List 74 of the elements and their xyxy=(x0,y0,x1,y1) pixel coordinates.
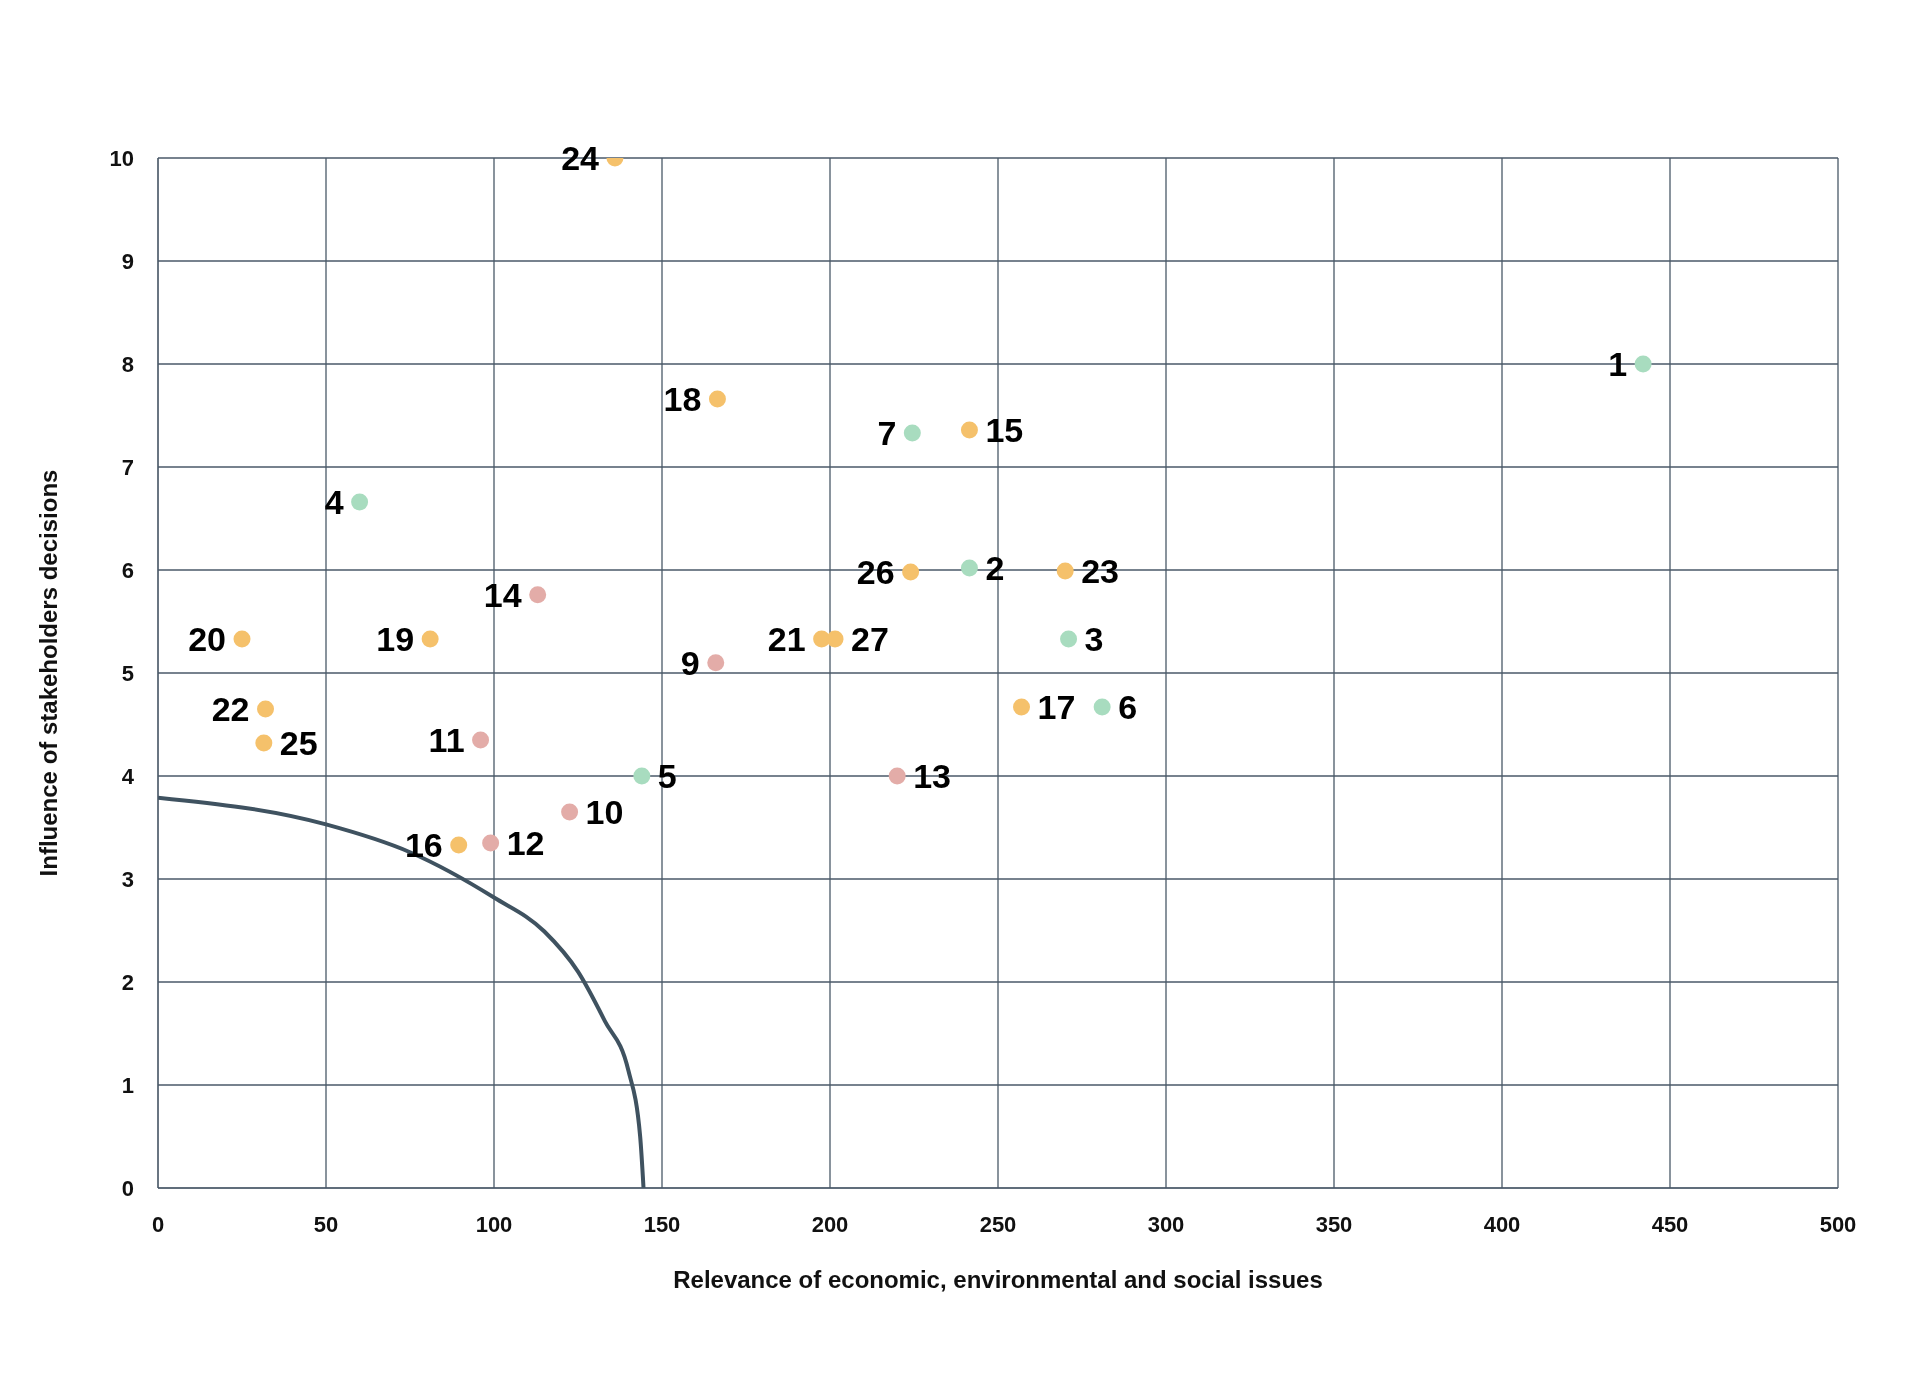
y-tick-label: 4 xyxy=(121,763,135,789)
x-tick-label: 500 xyxy=(1819,1211,1857,1237)
x-tick-label: 0 xyxy=(151,1211,165,1237)
y-tick-label: 9 xyxy=(121,248,134,274)
point xyxy=(472,731,490,749)
point xyxy=(707,654,725,672)
x-tick-label: 350 xyxy=(1315,1211,1353,1237)
point xyxy=(482,834,500,852)
point xyxy=(1093,698,1111,716)
x-tick-label: 50 xyxy=(313,1211,339,1237)
point xyxy=(888,767,906,785)
x-tick-label: 250 xyxy=(979,1211,1017,1237)
annotation: 24 xyxy=(561,139,600,178)
y-tick-label: 10 xyxy=(109,145,134,171)
y-tick-label: 0 xyxy=(121,1175,134,1201)
point xyxy=(450,836,468,854)
annotation: 25 xyxy=(279,724,318,763)
annotation: 13 xyxy=(913,757,952,796)
y-tick-label: 8 xyxy=(121,351,134,377)
point xyxy=(1013,698,1031,716)
annotation: 20 xyxy=(188,620,226,659)
y-tick-label: 5 xyxy=(121,660,134,686)
annotation: 1 xyxy=(1608,345,1628,384)
point xyxy=(708,390,726,408)
point xyxy=(903,424,921,442)
annotation: 6 xyxy=(1118,688,1138,727)
point xyxy=(960,421,978,439)
y-tick-label: 3 xyxy=(121,866,134,892)
annotation: 10 xyxy=(585,793,624,832)
x-tick-label: 100 xyxy=(475,1211,513,1237)
x-tick-label: 200 xyxy=(811,1211,849,1237)
annotation: 22 xyxy=(211,690,250,729)
annotation: 3 xyxy=(1084,620,1104,659)
point xyxy=(1060,630,1078,648)
annotation: 7 xyxy=(877,414,897,453)
annotation: 26 xyxy=(856,553,895,592)
annotation: 9 xyxy=(680,643,700,682)
point xyxy=(529,586,547,604)
annotation: 17 xyxy=(1037,688,1076,727)
annotation: 12 xyxy=(506,824,545,863)
y-tick-label: 2 xyxy=(121,969,134,995)
point xyxy=(960,559,978,577)
point xyxy=(561,803,579,821)
y-axis-title: Influence of stakeholders decisions xyxy=(34,469,62,877)
point xyxy=(902,563,920,581)
y-tick-label: 7 xyxy=(121,454,134,480)
annotation: 2 xyxy=(985,549,1005,588)
y-tick-label: 6 xyxy=(121,557,134,583)
annotation: 23 xyxy=(1081,552,1120,591)
y-tick-label: 1 xyxy=(121,1072,134,1098)
x-tick-label: 400 xyxy=(1483,1211,1521,1237)
point xyxy=(257,700,275,718)
annotation: 5 xyxy=(657,757,677,796)
annotation: 18 xyxy=(663,380,702,419)
annotation: 14 xyxy=(483,575,522,614)
x-tick-label: 300 xyxy=(1147,1211,1185,1237)
point xyxy=(633,767,651,785)
annotation: 21 xyxy=(767,620,806,659)
annotation: 4 xyxy=(324,483,344,522)
annotation: 16 xyxy=(404,826,443,865)
x-tick-label: 450 xyxy=(1651,1211,1689,1237)
x-tick-label: 150 xyxy=(643,1211,681,1237)
point xyxy=(1056,562,1074,580)
point xyxy=(233,630,251,648)
annotation: 11 xyxy=(428,721,465,760)
point xyxy=(826,630,844,648)
annotation: 15 xyxy=(985,411,1024,450)
point xyxy=(351,493,369,511)
point xyxy=(255,734,273,752)
annotation: 27 xyxy=(851,620,889,659)
point xyxy=(1634,355,1652,373)
annotation: 19 xyxy=(376,620,415,659)
x-axis-title: Relevance of economic, environmental and social issues xyxy=(673,1266,1323,1293)
point xyxy=(421,630,439,648)
